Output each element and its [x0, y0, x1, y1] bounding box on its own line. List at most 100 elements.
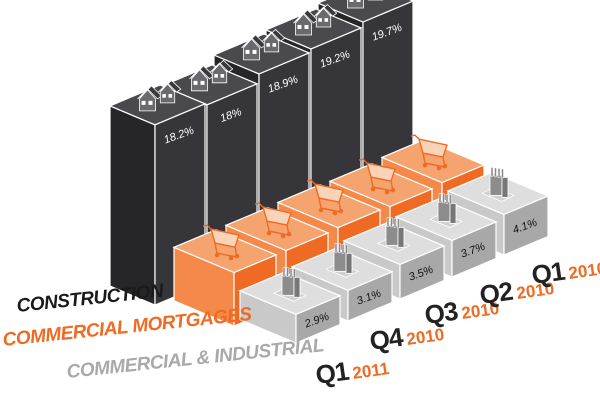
factory-chimney — [386, 217, 390, 227]
house-icon — [293, 3, 338, 36]
bar-0-0: 18.2% — [108, 79, 207, 306]
house-window — [193, 80, 198, 85]
house-window — [304, 24, 309, 29]
bar-2-0: 2.9% — [238, 267, 342, 344]
factory-building — [333, 250, 347, 272]
factory-chimney — [501, 168, 504, 179]
factory-chimney — [438, 193, 442, 203]
house-window — [220, 74, 225, 78]
cart-handle — [358, 158, 368, 164]
factory-chimney — [334, 243, 338, 253]
house-body — [315, 7, 332, 28]
cart-frame — [266, 220, 290, 236]
shopping-cart-icon — [410, 134, 448, 171]
bar-2-3: 3.7% — [394, 193, 498, 278]
cart-frame — [422, 152, 446, 168]
house-window — [141, 100, 146, 105]
shopping-cart-icon — [358, 158, 396, 195]
cart-wheel — [266, 230, 272, 236]
house-body — [191, 69, 208, 92]
house-window — [318, 18, 322, 22]
house-window — [245, 49, 250, 54]
house-roof — [262, 28, 286, 42]
factory-tower — [345, 252, 353, 274]
house-window — [168, 94, 173, 98]
cart-wheel — [214, 252, 220, 258]
quarter-q: Q1 — [529, 255, 567, 291]
house-body — [211, 63, 228, 84]
house-icon — [137, 79, 182, 112]
cart-wheel — [234, 253, 240, 259]
cart-wheel — [228, 255, 234, 261]
house-window — [324, 18, 329, 22]
factory-icon — [325, 243, 359, 278]
factory-building — [437, 200, 451, 222]
cart-wheel — [318, 207, 324, 213]
cart-wheel — [338, 208, 344, 214]
factory-tower — [501, 177, 509, 198]
factory-chimney — [341, 244, 345, 254]
cart-frame — [318, 197, 342, 213]
house-body — [263, 32, 280, 53]
house-icon — [241, 28, 286, 61]
cart-wheel — [436, 165, 442, 171]
quarter-q: Q2 — [477, 275, 515, 311]
factory-chimney — [286, 267, 289, 278]
house-window — [272, 43, 277, 47]
factory-icon — [429, 193, 463, 228]
house-icon — [347, 0, 384, 9]
factory-tower — [449, 202, 457, 224]
factory-icon — [273, 267, 307, 302]
quarter-year: 2010 — [567, 258, 600, 283]
cart-frame — [214, 242, 238, 258]
house-body — [159, 83, 176, 104]
factory-chimney — [345, 244, 348, 255]
cart-wheel — [280, 233, 286, 239]
cart-wheel — [422, 162, 428, 168]
quarter-q: Q4 — [367, 321, 405, 357]
bar-top-face — [212, 33, 311, 75]
house-window — [214, 74, 218, 78]
factory-building — [385, 224, 399, 246]
house-window — [162, 94, 166, 98]
factory-tower — [293, 276, 301, 298]
factory-chimney — [490, 167, 494, 177]
cart-wheel — [332, 210, 338, 216]
factory-building — [281, 274, 295, 296]
cart-handle — [410, 134, 420, 140]
house-window — [356, 0, 361, 3]
factory-chimney — [497, 168, 501, 178]
house-roof — [314, 3, 338, 17]
house-roof — [158, 79, 182, 93]
factory-chimney — [293, 268, 296, 279]
cart-wheel — [384, 189, 390, 195]
shopping-cart-icon — [306, 179, 344, 216]
factory-chimney — [442, 193, 445, 204]
cart-wheel — [390, 187, 396, 193]
house-window — [266, 43, 270, 47]
factory-chimney — [397, 218, 400, 229]
shopping-cart-icon — [202, 224, 240, 261]
house-body — [139, 89, 156, 112]
quarter-q: Q1 — [313, 355, 351, 391]
cart-wheel — [286, 231, 292, 237]
house-window — [252, 49, 257, 54]
quarter-year: 2011 — [351, 358, 391, 383]
factory-chimney — [390, 217, 393, 228]
factory-building — [489, 175, 503, 196]
house-body — [243, 38, 260, 61]
house-body — [295, 13, 312, 36]
bar-left-face — [109, 104, 156, 306]
factory-tower — [397, 226, 405, 248]
factory-icon — [481, 167, 515, 202]
house-icon — [189, 59, 234, 92]
cart-wheel — [442, 163, 448, 169]
factory-chimney — [445, 194, 449, 204]
factory-chimney — [338, 243, 341, 254]
factory-chimney — [449, 194, 452, 205]
cart-wheel — [370, 186, 376, 192]
house-window — [349, 0, 354, 3]
cart-handle — [306, 179, 316, 185]
cart-handle — [202, 224, 212, 230]
